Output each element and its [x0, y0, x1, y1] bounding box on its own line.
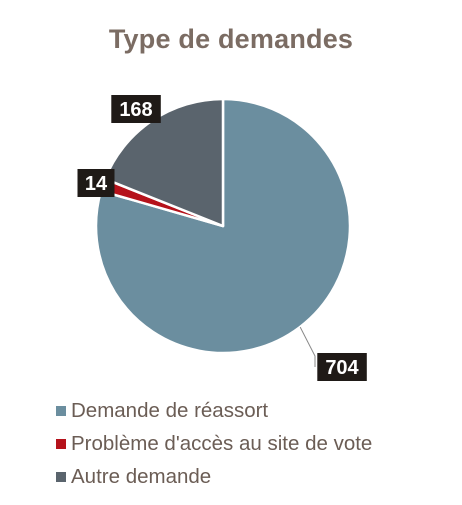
chart-title: Type de demandes — [108, 24, 354, 54]
legend: Demande de réassort Problème d'accès au … — [56, 394, 372, 493]
data-label: 704 — [325, 357, 359, 379]
legend-item: Demande de réassort — [56, 394, 372, 427]
data-label: 168 — [119, 99, 152, 121]
legend-swatch-icon — [56, 438, 66, 449]
data-label-box — [317, 353, 367, 381]
data-label-box — [77, 169, 115, 197]
leader-lines — [299, 326, 316, 367]
legend-label: Demande de réassort — [71, 398, 269, 422]
leader-line — [299, 326, 316, 367]
data-label-box — [111, 95, 161, 123]
data-label: 14 — [85, 173, 108, 195]
legend-label: Problème d'accès au site de vote — [71, 431, 373, 455]
legend-item: Problème d'accès au site de vote — [56, 427, 372, 460]
legend-swatch-icon — [56, 471, 66, 482]
data-labels: 704 14 168 — [77, 95, 367, 381]
legend-item: Autre demande — [56, 460, 372, 493]
pie-slice — [94, 97, 352, 355]
pie-slices — [94, 97, 352, 355]
legend-label: Autre demande — [71, 464, 212, 488]
legend-swatch-icon — [56, 405, 66, 416]
